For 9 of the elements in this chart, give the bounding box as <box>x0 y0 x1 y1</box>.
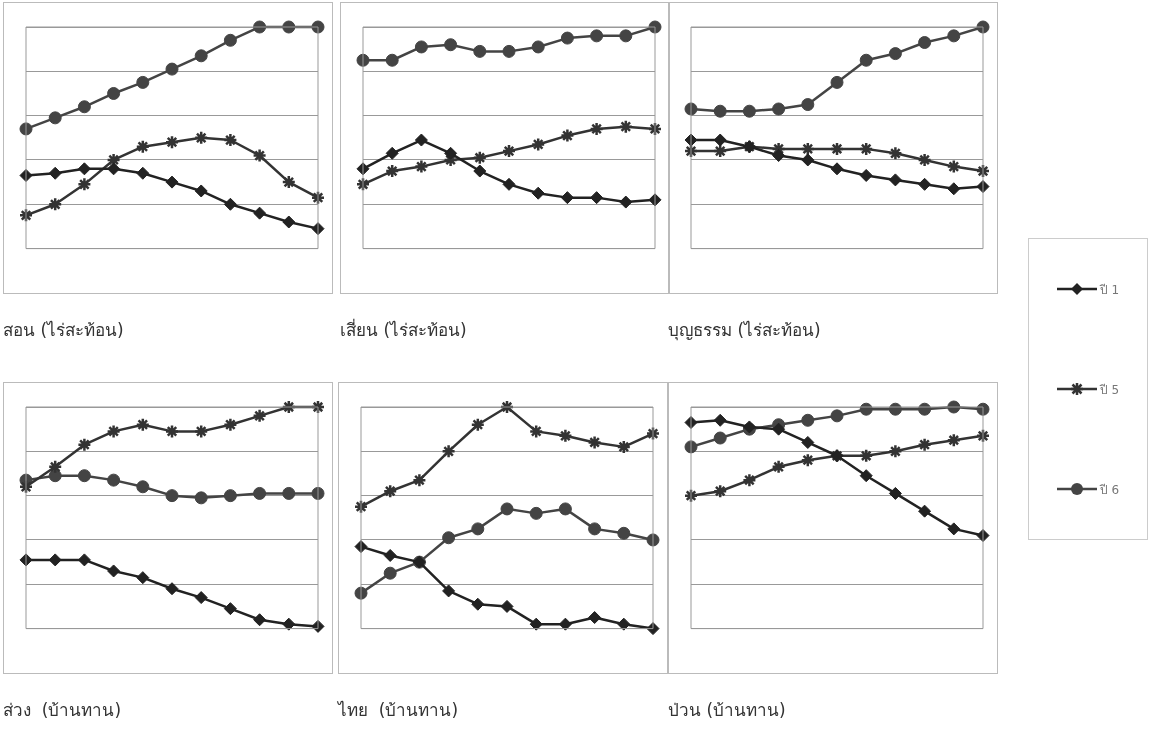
text: ป่วน (บ้านทาน) <box>668 699 787 722</box>
text: ส่วง (บ้านทาน) <box>3 699 123 722</box>
legend-label: ปี 5 <box>1099 381 1120 399</box>
text: บุญธรรม (ไร่สะท้อน) <box>668 319 822 343</box>
legend-label: ปี 1 <box>1099 281 1120 299</box>
text: สอน (ไร่สะท้อน) <box>3 319 125 342</box>
text: เสี่ยน (ไร่สะท้อน) <box>340 320 467 340</box>
legend-label: ปี 6 <box>1099 481 1120 499</box>
text: ไทย (บ้านทาน) <box>338 699 460 722</box>
